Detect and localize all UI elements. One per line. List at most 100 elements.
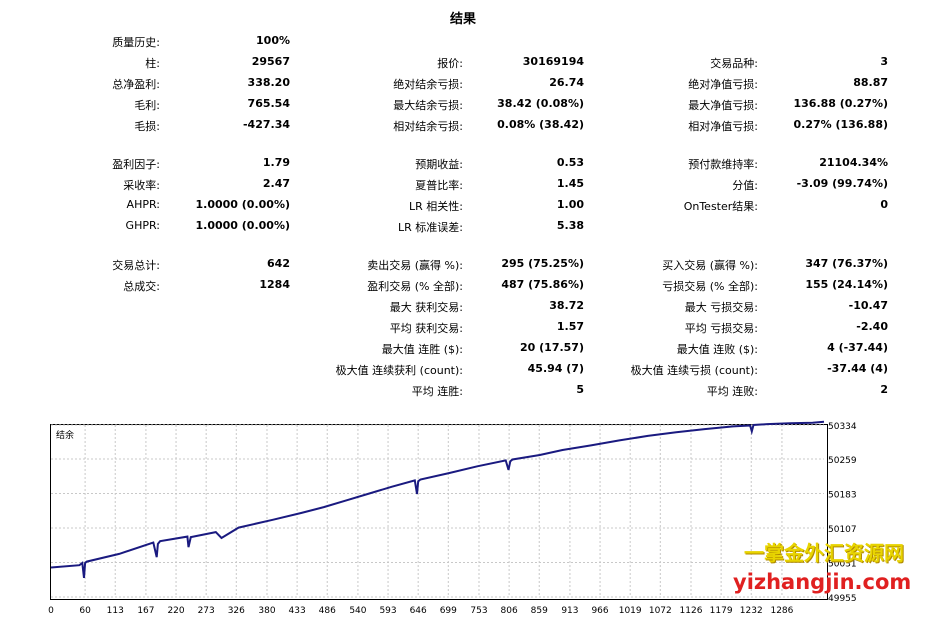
x-tick-label: 220 [167,606,184,616]
ticks-label: 报价: [437,57,463,70]
avg-profit-value: 1.57 [556,320,584,333]
gross-loss-value: -427.34 [242,118,290,131]
gross-profit-value: 765.54 [247,97,290,110]
x-tick-label: 60 [79,606,91,616]
sharpe-ratio-value: 1.45 [556,177,584,190]
x-tick-label: 0 [48,606,54,616]
long-trades-value: 347 (76.37%) [805,257,888,270]
watermark-logo-text: 一掌金外汇资源网 [744,541,904,565]
history-quality-label: 质量历史: [112,36,160,49]
x-tick-label: 486 [319,606,336,616]
equity-dd-max-value: 136.88 (0.27%) [793,97,889,110]
report-title: 结果 [449,12,476,27]
lr-correlation-value: 1.00 [556,198,584,211]
x-tick-label: 273 [198,606,215,616]
avg-loss-label: 平均 亏损交易: [684,322,758,335]
largest-loss-value: -10.47 [848,299,888,312]
avg-cons-wins-label: 平均 连胜: [411,385,463,398]
x-tick-label: 859 [531,606,548,616]
x-tick-label: 1179 [710,606,733,616]
balance-dd-abs-label: 绝对结余亏损: [393,78,463,91]
x-tick-label: 1286 [770,606,793,616]
expected-payoff-label: 预期收益: [415,158,463,171]
profit-factor-label: 盈利因子: [112,158,160,171]
symbols-label: 交易品种: [710,57,758,70]
balance-dd-max-label: 最大结余亏损: [393,99,463,112]
x-tick-label: 699 [440,606,457,616]
short-trades-value: 295 (75.25%) [501,257,584,270]
balance-chart-frame [50,424,828,600]
lr-correlation-label: LR 相关性: [409,200,463,213]
x-tick-label: 380 [258,606,275,616]
z-score-value: -3.09 (99.74%) [796,177,888,190]
total-trades-value: 642 [267,257,290,270]
avg-loss-value: -2.40 [856,320,888,333]
lr-std-error-value: 5.38 [556,219,584,232]
max-cons-losses-value: 4 (-37.44) [827,341,888,354]
x-tick-label: 1126 [680,606,703,616]
ahpr-value: 1.0000 (0.00%) [195,198,291,211]
watermark-url-text: yizhangjin.com [733,570,912,594]
total-deals-value: 1284 [259,278,290,291]
balance-dd-max-value: 38.42 (0.08%) [497,97,584,110]
gross-loss-label: 毛损: [134,120,160,133]
y-tick-label: 50107 [828,525,857,535]
avg-profit-label: 平均 获利交易: [389,322,463,335]
x-tick-label: 913 [561,606,578,616]
x-tick-label: 326 [228,606,245,616]
equity-dd-rel-value: 0.27% (136.88) [793,118,889,131]
margin-level-value: 21104.34% [819,156,888,169]
gross-profit-label: 毛利: [134,99,160,112]
equity-dd-abs-value: 88.87 [853,76,888,89]
x-tick-label: 540 [349,606,366,616]
max-cons-loss-label: 极大值 连续亏损 (count): [630,364,758,377]
lr-std-error-label: LR 标准误差: [398,221,463,234]
avg-cons-losses-value: 2 [880,383,888,396]
avg-cons-wins-value: 5 [576,383,584,396]
equity-dd-max-label: 最大净值亏损: [688,99,758,112]
x-tick-label: 433 [289,606,306,616]
chart-title: 结余 [56,431,75,441]
balance-dd-abs-value: 26.74 [549,76,584,89]
profit-factor-value: 1.79 [262,156,290,169]
equity-dd-abs-label: 绝对净值亏损: [688,78,758,91]
margin-level-label: 预付款维持率: [688,158,758,171]
long-trades-label: 买入交易 (赢得 %): [662,259,758,272]
loss-trades-label: 亏损交易 (% 全部): [662,280,758,293]
x-tick-label: 1232 [740,606,763,616]
recovery-factor-label: 采收率: [123,179,160,192]
equity-dd-rel-label: 相对净值亏损: [688,120,758,133]
max-cons-profit-label: 极大值 连续获利 (count): [335,364,463,377]
largest-profit-value: 38.72 [549,299,584,312]
loss-trades-value: 155 (24.14%) [805,278,888,291]
net-profit-label: 总净盈利: [112,78,160,91]
largest-loss-label: 最大 亏损交易: [684,301,758,314]
ahpr-label: AHPR: [126,198,160,211]
recovery-factor-value: 2.47 [262,177,290,190]
balance-dd-rel-label: 相对结余亏损: [393,120,463,133]
x-tick-label: 646 [410,606,427,616]
total-trades-label: 交易总计: [112,259,160,272]
profit-trades-value: 487 (75.86%) [501,278,584,291]
bars-value: 29567 [251,55,290,68]
expected-payoff-value: 0.53 [556,156,584,169]
avg-cons-losses-label: 平均 连败: [706,385,758,398]
x-tick-label: 167 [137,606,154,616]
x-tick-label: 1072 [649,606,672,616]
x-tick-label: 753 [470,606,487,616]
total-deals-label: 总成交: [123,280,160,293]
x-tick-label: 966 [591,606,608,616]
bars-label: 柱: [145,57,160,70]
ghpr-value: 1.0000 (0.00%) [195,219,291,232]
largest-profit-label: 最大 获利交易: [389,301,463,314]
x-tick-label: 113 [107,606,124,616]
x-tick-label: 806 [501,606,518,616]
z-score-label: 分值: [732,179,758,192]
sharpe-ratio-label: 夏普比率: [415,179,463,192]
y-tick-label: 50259 [828,456,857,466]
max-cons-loss-value: -37.44 (4) [827,362,888,375]
ghpr-label: GHPR: [125,219,160,232]
ontester-value: 0 [880,198,888,211]
x-tick-label: 593 [379,606,396,616]
max-cons-profit-value: 45.94 (7) [527,362,584,375]
